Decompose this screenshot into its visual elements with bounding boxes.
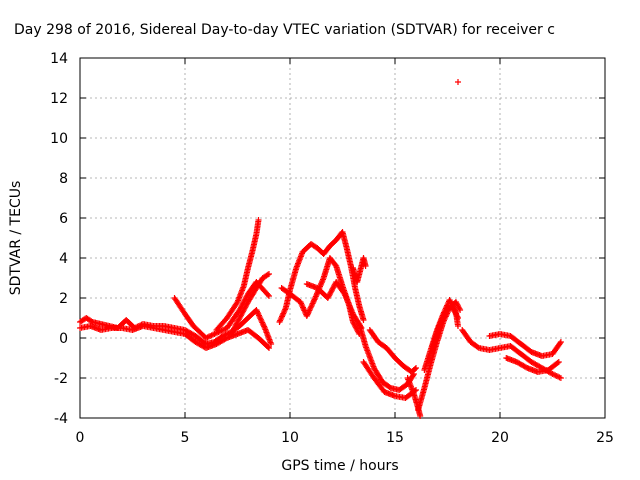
- grid-lines: [80, 58, 605, 418]
- point-band-a: [255, 312, 262, 319]
- point-recovery-c: [454, 313, 461, 320]
- point-outlier: [455, 79, 461, 85]
- x-tick-label: 25: [596, 430, 614, 446]
- plot-frame: [79, 57, 606, 419]
- data-points: [77, 79, 564, 419]
- point-dive: [417, 413, 424, 419]
- point-recovery-b: [455, 323, 461, 329]
- point-rise-3: [266, 293, 272, 299]
- y-tick-label: 0: [59, 331, 68, 347]
- point-late-c: [522, 364, 529, 371]
- x-tick-label: 15: [386, 430, 404, 446]
- point-trough-b: [411, 366, 418, 372]
- point-hump-b: [310, 297, 317, 304]
- x-axis-label: GPS time / hours: [281, 458, 398, 474]
- point-band-a: [258, 318, 265, 325]
- x-tick-label: 5: [181, 430, 190, 446]
- point-band-b: [222, 335, 229, 342]
- y-tick-label: 8: [59, 171, 68, 187]
- y-tick-label: 4: [59, 251, 68, 267]
- point-hump-b: [305, 310, 312, 317]
- point-band-a: [254, 308, 261, 315]
- point-band-a: [268, 341, 275, 347]
- y-tick-label: 10: [50, 131, 68, 147]
- point-hump-b: [309, 300, 316, 307]
- point-hump-b: [308, 301, 315, 308]
- point-recovery-a: [456, 305, 463, 312]
- point-rise-2: [266, 271, 272, 277]
- point-late-c: [554, 359, 561, 366]
- y-axis-label: SDTVAR / TECUs: [8, 181, 24, 296]
- y-tick-label: -4: [54, 411, 68, 427]
- point-band-a: [259, 320, 266, 327]
- point-hump-b: [305, 308, 312, 315]
- point-band-a: [257, 316, 264, 323]
- point-rise-3: [264, 291, 271, 298]
- y-tick-label: 14: [50, 51, 68, 67]
- point-rise-2: [264, 271, 271, 278]
- point-hump-b: [308, 303, 315, 310]
- point-band-b: [264, 344, 271, 350]
- point-band-a: [88, 318, 95, 325]
- point-band-a: [261, 323, 268, 330]
- point-band-a: [254, 309, 261, 316]
- point-late-a: [550, 371, 557, 378]
- x-tick-label: 10: [281, 430, 299, 446]
- point-band-a: [257, 315, 264, 322]
- point-hump-b: [311, 296, 318, 303]
- point-recovery-c: [455, 315, 461, 321]
- point-hump-b: [306, 307, 313, 314]
- point-late-b: [557, 339, 564, 345]
- point-hump-b: [307, 306, 314, 313]
- point-band-a: [255, 311, 262, 318]
- point-late-a: [474, 344, 481, 351]
- point-band-b: [266, 345, 272, 351]
- point-band-a: [256, 313, 263, 320]
- y-tick-label: -2: [54, 371, 68, 387]
- point-band-a: [260, 322, 267, 329]
- point-late-a: [557, 375, 564, 381]
- point-hump-a: [360, 317, 367, 323]
- point-hump-b: [303, 313, 310, 319]
- point-band-a: [253, 307, 260, 313]
- point-band-a: [259, 319, 266, 326]
- point-hump-b: [310, 299, 317, 306]
- point-late-c: [555, 359, 562, 365]
- x-tick-label: 20: [491, 430, 509, 446]
- point-hump-b: [304, 311, 311, 318]
- point-rise-1: [255, 217, 262, 223]
- point-hump-b: [307, 304, 314, 311]
- point-tail: [362, 263, 369, 269]
- point-trough-b: [413, 365, 419, 371]
- y-tick-label: 12: [50, 91, 68, 107]
- point-late-a: [553, 373, 560, 379]
- chart-title: Day 298 of 2016, Sidereal Day-to-day VTE…: [14, 22, 555, 38]
- point-late-b: [557, 340, 564, 347]
- point-recovery-a: [457, 307, 464, 313]
- axes: 0 5 10 15 20 25 -4 -2 0 2 4 6 8 10 12 14: [50, 51, 614, 446]
- y-tick-label: 2: [59, 291, 68, 307]
- y-tick-label: 6: [59, 211, 68, 227]
- x-tick-label: 0: [76, 430, 85, 446]
